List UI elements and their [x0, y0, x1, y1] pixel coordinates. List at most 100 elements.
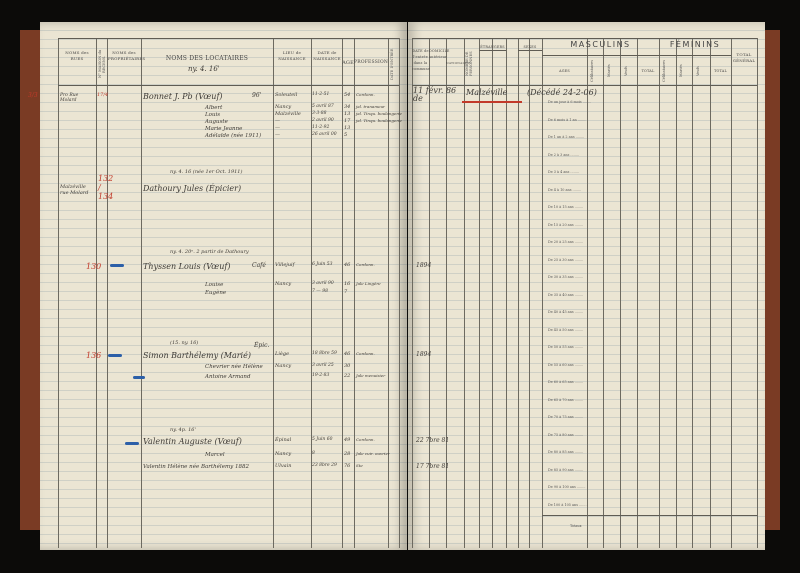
- annotation-mark: Café: [252, 262, 266, 269]
- age: 34: [344, 104, 351, 110]
- age-bracket-label: De 25 à 30 ans ........: [548, 257, 584, 262]
- locataire-name: Chevrier née Hélène: [205, 364, 263, 370]
- birth-date: 3 avril 25: [312, 363, 334, 368]
- locataire-name: Auguste: [205, 119, 228, 125]
- locataire-note: (15. ny. 16): [170, 340, 199, 346]
- house-number: Malzéville rue Molard: [60, 184, 89, 196]
- red-underline: [462, 101, 522, 103]
- birthplace: Ulvain: [275, 463, 292, 469]
- column-rule: [399, 38, 400, 548]
- column-rule: [620, 38, 621, 548]
- red-pencil-number: 130: [86, 262, 102, 271]
- birth-date: 8: [312, 451, 315, 456]
- age: 28: [344, 451, 351, 457]
- column-rule: [676, 38, 677, 548]
- left-page: [40, 22, 407, 550]
- row-rule: [412, 85, 757, 86]
- blue-pencil-mark: [110, 264, 124, 267]
- header-noms-proprietaires: NOMS des PROPRIÉTAIRES: [108, 50, 146, 61]
- birthplace: Nancy: [275, 281, 292, 287]
- age-bracket-label: De 65 à 70 ans ........: [548, 397, 584, 402]
- locataire-name: Valentin Hélène née Barthélemy 1882: [143, 464, 250, 470]
- birth-date: 6 Juin 53: [312, 262, 333, 267]
- age: 22: [344, 373, 351, 379]
- locataire-name: Bonnet J. Pb (Vœuf): [143, 92, 223, 101]
- header-sexes: SEXES: [523, 45, 537, 49]
- column-rule: [107, 38, 108, 548]
- column-rule: [529, 38, 530, 548]
- age-bracket-label: De 90 à 100 ans ........: [548, 485, 586, 489]
- birth-date: 19-2-83: [312, 373, 330, 378]
- locataire-name: Adélaïde (née 1911): [205, 133, 262, 139]
- locataire-name: Antoine Armand: [205, 374, 251, 380]
- age: 5: [344, 132, 348, 138]
- age-bracket-label: De 6 mois à 1 an ........: [548, 117, 587, 122]
- age-bracket-label: De 80 à 85 ans ........: [548, 450, 584, 454]
- age-bracket-label: De 2 à 3 ans ........: [548, 152, 580, 157]
- profession: Jale menuisier: [356, 373, 386, 378]
- header-noms-locataires: NOMS DES LOCATAIRES: [165, 55, 249, 62]
- blue-pencil-mark: [125, 442, 139, 445]
- header-date-entree-commune: DATE de l'entrée dans la commune: [412, 49, 431, 71]
- age-bracket-label: De 4 à 10 ans ........: [548, 187, 582, 192]
- header-nationalite: NATIONALITÉ: [446, 61, 471, 65]
- age-bracket-label: De un jour à 6 mois ........: [548, 100, 592, 104]
- locataire-name: Louise: [205, 282, 224, 288]
- age: 30: [344, 363, 351, 369]
- column-rule: [518, 38, 519, 548]
- birth-date: 26 avril 00: [312, 132, 337, 137]
- column-rule: [96, 38, 97, 548]
- birthplace: Malzéville: [275, 111, 301, 117]
- header-profession: PROFESSION: [354, 60, 389, 65]
- birthplace: Nancy: [275, 104, 292, 110]
- column-rule: [659, 38, 660, 548]
- locataire-name: Marcel: [205, 452, 225, 458]
- age: 76: [344, 463, 351, 469]
- birth-date: 23 8bre 29: [312, 463, 337, 468]
- age-bracket-label: De 75 à 80 ans ........: [548, 432, 584, 437]
- column-rule: [603, 38, 604, 548]
- header-ages: AGES: [559, 69, 570, 73]
- profession: jal. Tinqu. boulangerie: [356, 111, 402, 116]
- age: 17: [344, 118, 351, 124]
- profession: Jale Lingère: [356, 281, 381, 286]
- profession: Jale cuir. ouvrier: [356, 451, 390, 456]
- column-rule: [311, 38, 312, 548]
- header-noms-rues: NOMS des RUES: [65, 50, 89, 61]
- header-etrangers: ÉTRANGERS: [480, 45, 505, 49]
- locataire-name: Marie Jeanne: [205, 126, 243, 132]
- locataire-name: Dathoury Jules (Épicier): [143, 184, 242, 193]
- birth-date: 18 8bre 59: [312, 351, 337, 356]
- age-bracket-label: De 45 à 50 ans ........: [548, 327, 584, 332]
- birthplace: Soleuteil: [275, 92, 298, 98]
- age-bracket-label: De 15 à 20 ans ........: [548, 222, 584, 227]
- age: 7: [344, 289, 348, 295]
- profession: Cordonn.: [356, 351, 375, 356]
- column-rule: [710, 38, 711, 548]
- row-rule: [412, 38, 757, 39]
- profession: jal. tranameur: [356, 104, 385, 109]
- entry-date-entree: 11 févr. 86 de: [413, 86, 457, 103]
- age: 49: [344, 437, 351, 443]
- birth-date: 11-2-51: [312, 92, 330, 97]
- header-total-m: TOTAL: [641, 69, 655, 73]
- birthplace: —: [275, 118, 280, 124]
- birthplace: —: [275, 125, 280, 131]
- blue-pencil-mark: [108, 354, 122, 357]
- column-rule: [342, 38, 343, 548]
- locataire-name: Louis: [205, 112, 221, 118]
- header-numeros: N° MAISON du RECENS.: [98, 49, 106, 79]
- margin-note: 3/3: [28, 92, 38, 99]
- locataire-name: Valentin Auguste (Vœuf): [143, 437, 242, 446]
- header-celibataires-f: Célibataires: [662, 59, 666, 83]
- red-pencil-number: 136: [86, 351, 102, 360]
- column-rule: [479, 38, 480, 548]
- entry-date: 22 7bre 81: [416, 437, 450, 444]
- column-rule: [464, 38, 465, 548]
- birth-date: 11-2-92: [312, 125, 330, 130]
- age-bracket-label: De 35 à 40 ans ........: [548, 292, 584, 297]
- locataire-name: Thyssen Louis (Vœuf): [143, 262, 231, 271]
- row-rule: [479, 50, 506, 51]
- header-date: DATE de NAISSANCE: [313, 50, 341, 61]
- locataire-note: ny. 4p. 16': [170, 427, 196, 433]
